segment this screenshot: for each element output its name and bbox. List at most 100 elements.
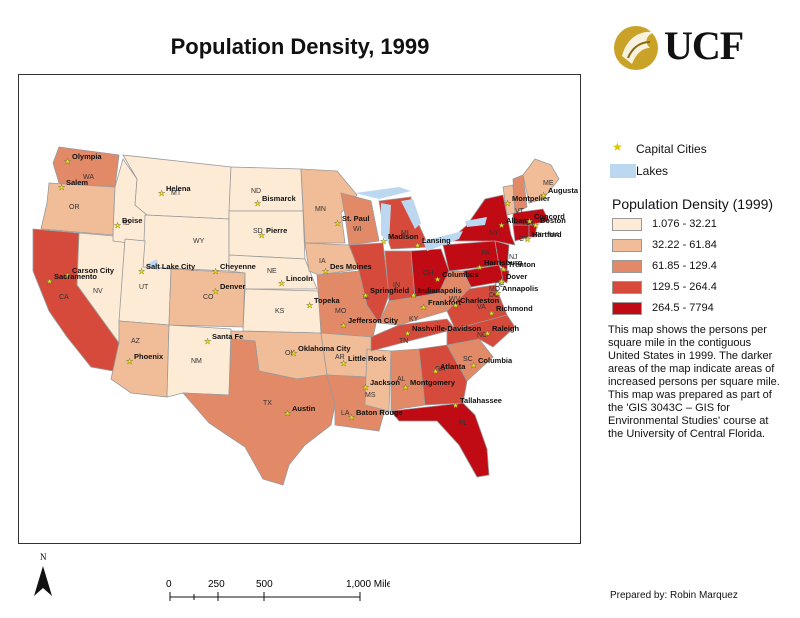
legend-capital-row: ★ Capital Cities [608,140,788,162]
capital-label: Santa Fe [212,332,243,341]
state-abbrev-label: DE [495,282,505,289]
capital-label: Sacramento [54,272,97,281]
capital-star-icon: ★ [432,367,439,376]
capital-star-icon: ★ [58,183,65,192]
density-class: 61.85 - 129.4 [612,258,792,279]
capital-star-icon: ★ [348,413,355,422]
density-class: 1.076 - 32.21 [612,216,792,237]
capital-star-icon: ★ [540,191,547,200]
capital-label: Bismarck [262,194,297,203]
state-abbrev-label: DC [489,292,499,299]
state-abbrev-label: NM [191,358,202,365]
density-class: 32.22 - 61.84 [612,237,792,258]
state-OR [40,182,116,236]
capital-label: Salem [66,178,88,187]
state-abbrev-label: WV [449,296,461,303]
capital-label: Columbus [442,270,479,279]
capital-label: Montgomery [410,378,456,387]
us-map[interactable]: WA OR CA NV ID MT WY UT AZ NM CO ND SD NE KS OK TX MN IA MO… [19,75,582,545]
state-abbrev-label: TX [263,400,272,407]
north-arrow-icon: N [34,552,52,596]
state-abbrev-label: OH [423,270,434,277]
state-abbrev-label: OK [285,350,295,357]
state-abbrev-label: OR [69,204,80,211]
legend: ★ Capital Cities Lakes [608,140,788,184]
capital-star-icon: ★ [258,231,265,240]
lakes-swatch [610,164,636,178]
class-label: 129.5 - 264.4 [652,281,717,293]
scale-label: 1,000 Miles [346,579,390,590]
ucf-logo [610,18,760,78]
capital-label: Frankfort [428,298,461,307]
state-AL [390,348,426,412]
state-RI [528,224,538,238]
capital-label: Boston [540,216,566,225]
capital-star-icon: ★ [526,217,533,226]
capital-label: Pierre [266,226,287,235]
capital-label: Augusta [548,186,579,195]
capital-star-icon: ★ [532,221,539,230]
capital-star-icon: ★ [334,219,341,228]
capital-label: Charleston [460,296,500,305]
state-abbrev-label: MO [335,308,347,315]
capital-star-icon: ★ [64,157,71,166]
capital-label: Baton Rouge [356,408,403,417]
capital-label: Phoenix [134,352,164,361]
north-label: N [40,552,47,562]
capital-star-icon: ★ [380,237,387,246]
capital-star-icon: ★ [414,241,421,250]
capital-label: Carson City [72,266,115,275]
capital-label: Atlanta [440,362,466,371]
capital-star-icon: ★ [362,291,369,300]
scale-label: 250 [208,579,225,590]
state-DE [500,268,510,284]
map-frame[interactable]: WA OR CA NV ID MT WY UT AZ NM CO ND SD NE KS OK TX MN IA MO… [18,74,581,544]
state-MA [512,208,550,226]
state-SD [228,210,306,260]
state-abbrev-label: WA [83,174,94,181]
scale-bar: 0 250 500 1,000 Miles [160,575,397,605]
state-abbrev-label: MI [401,230,409,237]
capital-label: Tallahassee [460,396,502,405]
capital-star-icon: ★ [476,263,483,272]
capital-label: Oklahoma City [298,344,351,353]
capital-star-icon: ★ [420,303,427,312]
capital-star-icon: ★ [362,383,369,392]
capital-star-icon: ★ [46,277,53,286]
capital-label: St. Paul [342,214,370,223]
capital-star-icon: ★ [404,329,411,338]
capital-label: Jefferson City [348,316,399,325]
capital-label: Boise [122,216,142,225]
state-abbrev-label: AL [397,376,406,383]
state-abbrev-label: NY [489,230,499,237]
class-label: 1.076 - 32.21 [652,218,717,230]
capital-label: Madison [388,232,419,241]
legend-lakes-label: Lakes [636,164,669,178]
state-abbrev-label: CT [519,236,529,243]
capital-star-icon: ★ [484,329,491,338]
state-ME [522,158,560,204]
state-abbrev-label: ME [543,180,554,187]
legend-capital-label: Capital Cities [636,142,707,156]
logo-text: UCF [664,23,744,68]
state-abbrev-label: UT [139,284,149,291]
state-abbrev-label: IA [319,258,326,265]
map-description: This map shows the persons per square mi… [608,324,780,440]
capital-star-icon: ★ [306,301,313,310]
capital-label: Dover [506,272,527,281]
state-abbrev-label: MA [549,232,560,239]
capital-star-icon: ★ [138,267,145,276]
state-abbrev-label: KS [275,308,285,315]
class-label: 264.5 - 7794 [652,302,714,314]
state-abbrev-label: NH [523,220,533,227]
capital-star-icon: ★ [524,235,531,244]
state-abbrev-label: IL [363,294,369,301]
capital-label: Trenton [508,260,536,269]
capital-label: Olympia [72,152,102,161]
star-icon: ★ [612,140,623,154]
capital-star-icon: ★ [158,189,165,198]
capital-star-icon: ★ [434,275,441,284]
state-abbrev-label: TN [399,338,408,345]
capital-star-icon: ★ [498,277,505,286]
capital-label: Austin [292,404,316,413]
